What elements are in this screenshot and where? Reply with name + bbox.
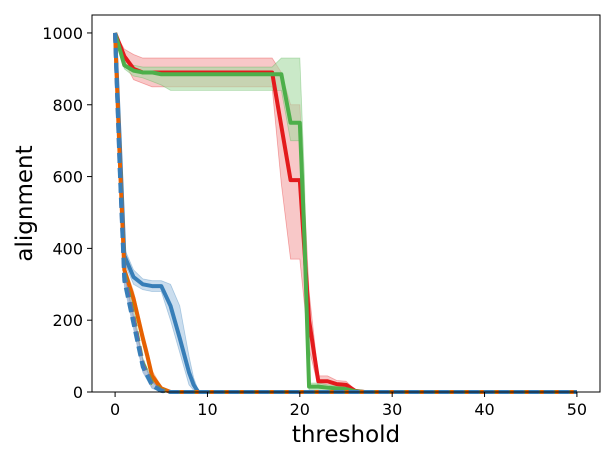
y-tick-label: 1000 bbox=[42, 24, 83, 43]
x-axis-label: threshold bbox=[292, 422, 400, 448]
y-tick-label: 0 bbox=[73, 383, 83, 402]
x-tick-label: 20 bbox=[290, 400, 310, 419]
x-tick-label: 50 bbox=[567, 400, 587, 419]
axes-frame bbox=[91, 14, 601, 393]
x-tick-label: 0 bbox=[110, 400, 120, 419]
x-tick-label: 10 bbox=[197, 400, 217, 419]
y-axis-label: alignment bbox=[12, 145, 38, 261]
x-axis: 0 10 20 30 40 50 bbox=[110, 392, 587, 419]
y-axis: 0 200 400 600 800 1000 bbox=[42, 24, 92, 402]
y-tick-label: 800 bbox=[52, 96, 83, 115]
series-band-1 bbox=[114, 32, 577, 393]
x-tick-label: 30 bbox=[382, 400, 402, 419]
x-tick-label: 40 bbox=[474, 400, 494, 419]
series-band-2 bbox=[114, 32, 577, 393]
y-tick-label: 400 bbox=[52, 239, 83, 258]
y-tick-label: 200 bbox=[52, 311, 83, 330]
series-line-6 bbox=[113, 32, 577, 394]
y-tick-label: 600 bbox=[52, 168, 83, 187]
plot-area bbox=[113, 32, 577, 394]
